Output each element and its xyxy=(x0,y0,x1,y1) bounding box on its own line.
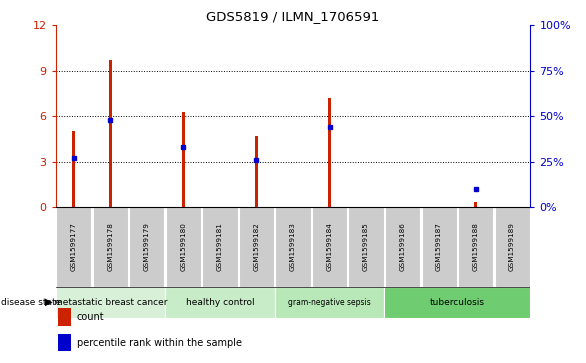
Bar xyxy=(421,207,456,287)
Bar xyxy=(202,207,237,287)
Bar xyxy=(182,112,185,207)
Text: count: count xyxy=(77,312,104,322)
Text: GSM1599178: GSM1599178 xyxy=(107,223,114,271)
Text: GSM1599177: GSM1599177 xyxy=(71,223,77,271)
Text: ▶: ▶ xyxy=(45,297,52,307)
Bar xyxy=(165,287,275,318)
Text: GSM1599187: GSM1599187 xyxy=(436,223,442,271)
Text: GSM1599180: GSM1599180 xyxy=(180,223,186,271)
Bar xyxy=(56,287,165,318)
Bar xyxy=(275,207,311,287)
Bar xyxy=(495,207,530,287)
Text: GSM1599181: GSM1599181 xyxy=(217,223,223,271)
Text: GSM1599186: GSM1599186 xyxy=(400,223,406,271)
Bar xyxy=(255,136,258,207)
Bar xyxy=(93,207,128,287)
Text: GSM1599183: GSM1599183 xyxy=(290,223,296,271)
Bar xyxy=(73,131,76,207)
Text: GSM1599179: GSM1599179 xyxy=(144,223,150,271)
Bar xyxy=(474,202,477,207)
Bar xyxy=(275,287,384,318)
Bar xyxy=(109,60,112,207)
Text: disease state: disease state xyxy=(1,298,61,307)
Title: GDS5819 / ILMN_1706591: GDS5819 / ILMN_1706591 xyxy=(206,10,380,23)
Bar xyxy=(130,207,165,287)
Text: GSM1599189: GSM1599189 xyxy=(509,223,515,271)
Bar xyxy=(312,207,347,287)
Bar xyxy=(385,207,420,287)
Bar xyxy=(458,207,493,287)
Bar xyxy=(239,207,274,287)
Bar xyxy=(59,334,71,351)
Text: gram-negative sepsis: gram-negative sepsis xyxy=(288,298,371,307)
Text: GSM1599185: GSM1599185 xyxy=(363,223,369,271)
Text: GSM1599182: GSM1599182 xyxy=(254,223,260,271)
Bar xyxy=(59,308,71,326)
Text: GSM1599184: GSM1599184 xyxy=(326,223,332,271)
Bar xyxy=(166,207,201,287)
Text: healthy control: healthy control xyxy=(186,298,254,307)
Bar xyxy=(56,207,91,287)
Bar xyxy=(328,98,331,207)
Text: metastatic breast cancer: metastatic breast cancer xyxy=(54,298,167,307)
Text: tuberculosis: tuberculosis xyxy=(430,298,485,307)
Bar xyxy=(349,207,384,287)
Bar xyxy=(384,287,530,318)
Text: percentile rank within the sample: percentile rank within the sample xyxy=(77,338,242,348)
Text: GSM1599188: GSM1599188 xyxy=(472,223,479,271)
